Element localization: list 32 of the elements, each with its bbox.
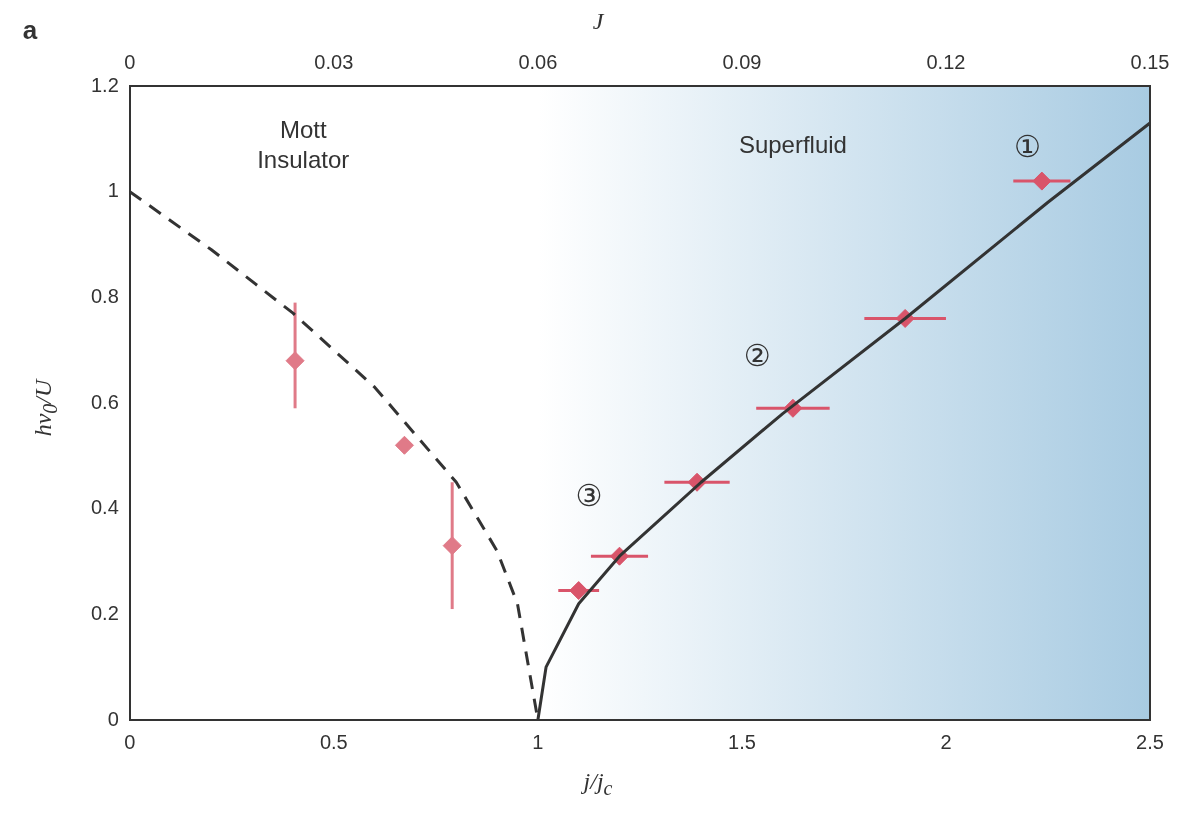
point (569, 581, 589, 601)
x-tick-label: 2.5 (1136, 730, 1164, 753)
x2-tick-label: 0.03 (314, 50, 354, 73)
y-tick-label: 0.6 (90, 390, 119, 413)
x2-axis-title: J (592, 8, 604, 34)
text: a (22, 15, 38, 46)
annotation: ① (1014, 129, 1042, 165)
x-tick-label: 1.5 (728, 730, 756, 753)
x2-tick-label: 0.09 (722, 50, 762, 73)
y-tick-label: 1 (107, 179, 119, 202)
x-axis-title: j/j$_{c}$ (580, 768, 614, 800)
point (442, 536, 462, 556)
point (285, 351, 305, 371)
y-tick-label: 1.2 (90, 73, 119, 96)
point (1032, 171, 1052, 191)
x-tick-label: 2 (940, 730, 952, 753)
annotation: Mott Insulator (257, 115, 350, 173)
point (394, 435, 414, 455)
annotation: Superfluid (738, 130, 847, 158)
annotation: ② (743, 338, 771, 374)
x2-tick-label: 0.15 (1130, 50, 1170, 73)
x-tick-label: 0.5 (319, 730, 348, 753)
x2-tick-label: 0.12 (926, 50, 966, 73)
y-tick-label: 0 (107, 707, 119, 730)
y-tick-label: 0.2 (90, 601, 119, 624)
x-tick-label: 1 (532, 730, 544, 753)
x-tick-label: 0 (124, 730, 136, 753)
x2-tick-label: 0.06 (518, 50, 558, 73)
x2-tick-label: 0 (124, 50, 136, 73)
y-tick-label: 0.4 (90, 496, 119, 519)
y-tick-label: 0.8 (90, 284, 119, 307)
annotation: ③ (575, 477, 603, 513)
